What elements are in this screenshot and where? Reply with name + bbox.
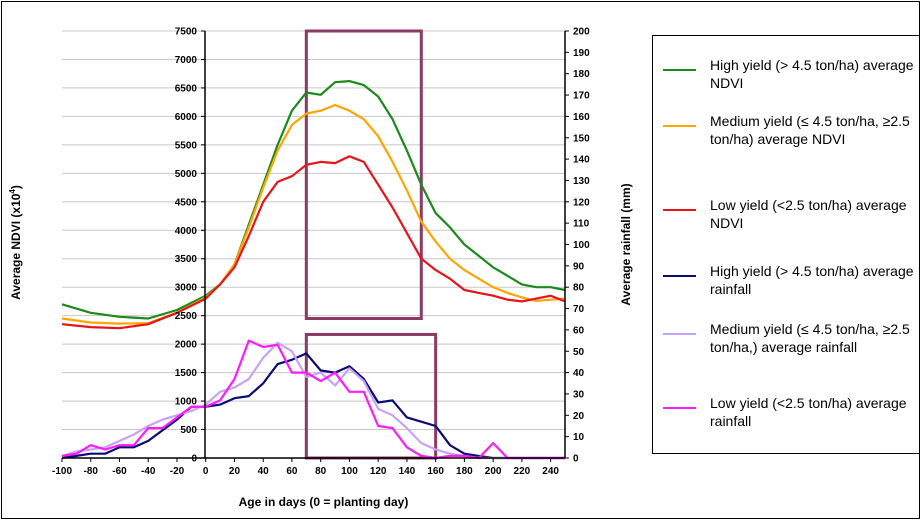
y-left-tick-label: 3000	[175, 283, 198, 294]
y-left-tick-label: 2500	[175, 311, 198, 322]
legend-label: High yield (> 4.5 ton/ha) average NDVI	[710, 57, 914, 91]
y-right-tick-label: 130	[573, 176, 590, 187]
y-right-tick-label: 60	[573, 325, 585, 336]
x-tick-label: 40	[258, 466, 270, 477]
x-tick-label: 100	[341, 466, 358, 477]
series-line-2	[61, 103, 566, 325]
y-right-tick-label: 0	[573, 454, 579, 465]
legend-swatch	[663, 275, 696, 277]
y-axis-right-title: Average rainfall (mm)	[619, 183, 633, 305]
y-right-tick-label: 80	[573, 283, 585, 294]
axes	[61, 30, 569, 462]
legend-swatch	[663, 333, 696, 335]
y-right-tick-label: 190	[573, 48, 590, 59]
y-left-tick-label: 5500	[175, 140, 198, 151]
y-left-tick-label: 500	[180, 425, 197, 436]
x-tick-label: 220	[514, 466, 531, 477]
legend-label: High yield (> 4.5 ton/ha) average rainfa…	[710, 263, 914, 297]
y-right-tick-label: 10	[573, 432, 585, 443]
y-right-tick-label: 170	[573, 91, 590, 102]
x-tick-label: 20	[229, 466, 241, 477]
x-tick-label: 160	[427, 466, 444, 477]
x-tick-label: 200	[485, 466, 502, 477]
legend-label: Medium yield (≤ 4.5 ton/ha, ≥2.5 ton/ha,…	[710, 321, 910, 355]
y-right-tick-label: 30	[573, 389, 585, 400]
y-right-tick-label: 110	[573, 219, 590, 230]
y-left-tick-label: 7000	[175, 55, 198, 66]
x-tick-label: 120	[370, 466, 387, 477]
legend-swatch	[663, 69, 696, 71]
y-left-tick-label: 4500	[175, 197, 198, 208]
x-tick-label: -60	[112, 466, 127, 477]
x-tick-label: -80	[84, 466, 99, 477]
y-right-tick-label: 20	[573, 411, 585, 422]
y-right-tick-label: 140	[573, 155, 590, 166]
legend-label: Low yield (<2.5 ton/ha) average rainfall	[710, 395, 907, 429]
x-tick-label: 240	[542, 466, 559, 477]
legend-label: Medium yield (≤ 4.5 ton/ha, ≥2.5 ton/ha)…	[710, 113, 910, 147]
y-right-tick-label: 90	[573, 261, 585, 272]
y-right-tick-label: 180	[573, 69, 590, 80]
y-left-tick-label: 7500	[175, 27, 198, 38]
x-tick-label: -100	[52, 466, 72, 477]
y-axis-left-title-main: Average NDVI (x10	[9, 193, 23, 300]
y-right-tick-label: 150	[573, 133, 590, 144]
y-right-tick-label: 120	[573, 197, 590, 208]
y-axis-left-title: Average NDVI (x104)	[8, 185, 23, 300]
x-tick-label: 80	[315, 466, 327, 477]
series-line-3	[61, 155, 566, 330]
legend-swatch	[663, 125, 696, 127]
legend-swatch	[663, 407, 696, 409]
legend-swatch	[663, 209, 696, 211]
y-right-tick-label: 40	[573, 368, 585, 379]
x-tick-label: -40	[141, 466, 156, 477]
x-tick-label: 60	[286, 466, 298, 477]
grid-lines	[62, 30, 565, 459]
highlight-box	[304, 29, 423, 321]
y-left-tick-label: 6000	[175, 112, 198, 123]
x-tick-label: 180	[456, 466, 473, 477]
y-left-tick-label: 1500	[175, 368, 198, 379]
x-tick-label: -20	[170, 466, 185, 477]
y-right-tick-label: 100	[573, 240, 590, 251]
y-left-tick-label: 4000	[175, 226, 198, 237]
x-tick-label: 140	[399, 466, 416, 477]
y-right-tick-label: 50	[573, 347, 585, 358]
y-axis-left-title-close: )	[9, 185, 23, 189]
y-left-tick-label: 6500	[175, 83, 198, 94]
y-left-tick-label: 2000	[175, 340, 198, 351]
y-axis-left-title-superscript: 4	[8, 189, 17, 194]
legend: High yield (> 4.5 ton/ha) average NDVI Me…	[652, 35, 920, 454]
x-tick-label: 0	[203, 466, 209, 477]
y-left-tick-label: 0	[191, 454, 197, 465]
tick-labels: 0500100015002000250030003500400045005000…	[52, 27, 590, 478]
x-axis-title: Age in days (0 = planting day)	[239, 495, 409, 509]
legend-label: Low yield (<2.5 ton/ha) average NDVI	[710, 197, 907, 231]
series-line-6	[61, 339, 565, 460]
y-left-tick-label: 5000	[175, 169, 198, 180]
y-right-tick-label: 200	[573, 27, 590, 38]
y-left-tick-label: 3500	[175, 254, 198, 265]
y-right-tick-label: 70	[573, 304, 585, 315]
y-right-tick-label: 160	[573, 112, 590, 123]
y-left-tick-label: 1000	[175, 397, 198, 408]
